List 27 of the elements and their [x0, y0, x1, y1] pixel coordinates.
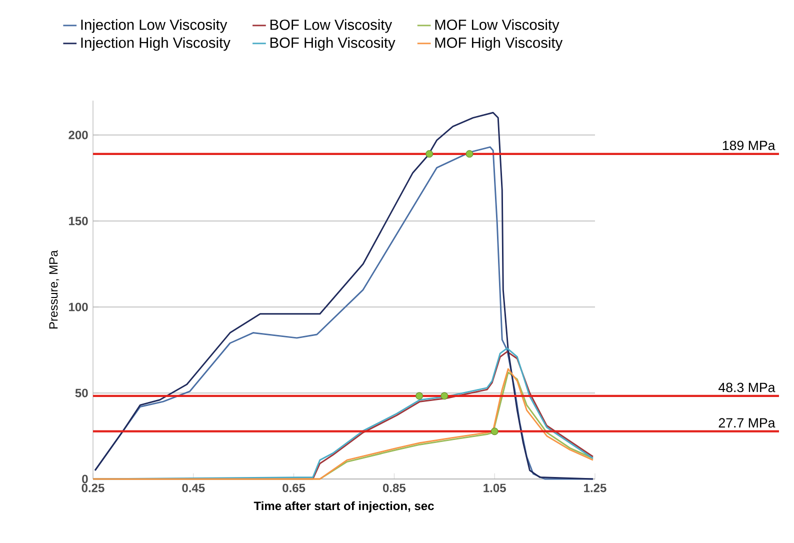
point — [426, 150, 434, 158]
x-tick-label: 1.25 — [584, 484, 606, 492]
ref-line-label: 48.3 MPa — [718, 382, 776, 392]
point — [466, 150, 474, 158]
y-tick-label: 0 — [82, 474, 88, 484]
ref-line-label: 189 MPa — [722, 140, 776, 150]
legend-label: Injection High Viscosity — [81, 37, 230, 51]
legend-label: MOF Low Viscosity — [435, 19, 560, 33]
point — [490, 428, 498, 436]
x-tick-label: 0.25 — [82, 484, 104, 492]
x-tick-label: 1.05 — [484, 484, 506, 492]
y-axis-title: Pressure, MPa — [49, 250, 60, 328]
legend-label: Injection Low Viscosity — [81, 19, 228, 33]
legend-label: BOF Low Viscosity — [270, 19, 392, 33]
y-tick-label: 200 — [68, 130, 88, 140]
point — [440, 392, 448, 400]
x-tick-label: 0.65 — [282, 484, 306, 492]
point — [416, 392, 424, 400]
x-tick-label: 0.85 — [383, 484, 406, 492]
y-tick-label: 50 — [75, 388, 88, 398]
x-tick-label: 0.45 — [182, 484, 205, 492]
y-tick-label: 100 — [69, 302, 88, 312]
y-tick-label: 150 — [69, 216, 88, 226]
legend-label: BOF High Viscosity — [270, 37, 396, 51]
ref-line-label: 27.7 MPa — [718, 418, 776, 428]
legend-label: MOF High Viscosity — [435, 37, 563, 51]
x-axis-title: Time after start of injection, sec — [254, 501, 434, 513]
